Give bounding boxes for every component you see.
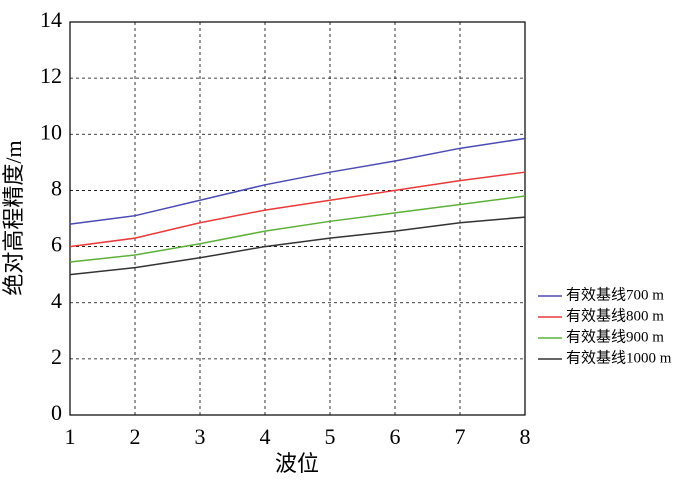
x-tick-label: 4 (260, 424, 271, 449)
x-tick-label: 6 (390, 424, 401, 449)
y-axis-label: 绝对高程精度/m (1, 140, 26, 295)
legend-label: 有效基线700 m (566, 286, 664, 303)
data-line (69, 216, 526, 276)
legend-label: 有效基线800 m (566, 307, 664, 324)
data-line (69, 137, 526, 225)
x-axis-label: 波位 (275, 451, 319, 476)
legend-label: 有效基线900 m (566, 328, 664, 345)
x-tick-label: 1 (65, 424, 76, 449)
data-line (69, 195, 526, 263)
x-tick-label: 2 (130, 424, 141, 449)
y-tick-label: 6 (51, 232, 62, 257)
x-tick-label: 5 (325, 424, 336, 449)
y-tick-label: 2 (51, 344, 62, 369)
y-tick-label: 10 (40, 119, 62, 144)
x-tick-label: 8 (520, 424, 531, 449)
y-tick-label: 8 (51, 175, 62, 200)
y-tick-label: 0 (51, 400, 62, 425)
y-tick-label: 12 (40, 63, 62, 88)
plot-frame (69, 21, 526, 416)
y-tick-label: 4 (51, 288, 62, 313)
data-line (69, 171, 526, 248)
legend-label: 有效基线1000 m (566, 349, 672, 366)
x-tick-label: 7 (455, 424, 466, 449)
x-tick-label: 3 (195, 424, 206, 449)
y-tick-label: 14 (40, 7, 62, 32)
